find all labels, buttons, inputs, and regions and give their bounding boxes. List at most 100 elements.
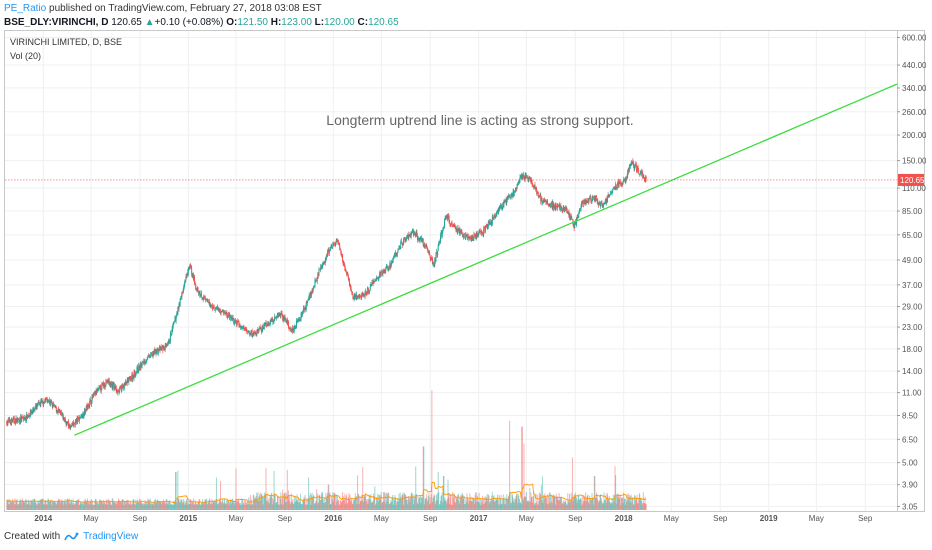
volume-bar — [248, 499, 250, 510]
candle-body — [581, 202, 583, 203]
candle-body — [44, 400, 46, 402]
candle-body — [346, 272, 348, 275]
volume-bar — [226, 500, 228, 510]
candle-body — [262, 325, 264, 332]
candle-body — [200, 292, 202, 298]
candle-body — [366, 288, 368, 294]
price-chart[interactable]: 3.053.905.006.508.5011.0014.0018.0023.00… — [4, 30, 926, 526]
volume-bar — [282, 489, 284, 510]
volume-bar — [539, 494, 541, 510]
volume-bar — [613, 501, 615, 510]
volume-bar — [150, 502, 152, 510]
volume-bar — [21, 498, 23, 510]
candle-body — [430, 258, 432, 259]
candle-body — [369, 286, 371, 291]
candle-body — [29, 409, 31, 417]
volume-bar — [336, 501, 338, 510]
candle-body — [117, 389, 119, 393]
volume-bar — [87, 502, 89, 510]
candle-body — [218, 309, 220, 311]
candle-body — [66, 421, 68, 423]
candle-body — [112, 384, 114, 386]
candle-body — [527, 177, 529, 181]
author-link[interactable]: PE_Ratio — [4, 3, 47, 14]
volume-bar — [9, 500, 11, 510]
candle-body — [122, 384, 124, 386]
candle-body — [257, 329, 259, 332]
time-axis: 2014 May Sep 2015 May Sep 2016 May Sep 2017 May Sep… — [34, 514, 872, 523]
volume-bar — [454, 501, 456, 510]
volume-bar — [107, 498, 109, 510]
candle-body — [612, 187, 614, 190]
candle-body — [362, 295, 364, 297]
volume-bar — [270, 496, 272, 510]
volume-bar — [321, 492, 323, 510]
volume-bar — [172, 504, 174, 510]
candle-body — [119, 387, 121, 392]
candle-body — [449, 223, 451, 225]
volume-bar — [245, 502, 247, 510]
candle-body — [256, 330, 258, 334]
candle-body — [624, 178, 626, 179]
volume-bar — [166, 503, 168, 510]
candle-body — [514, 191, 516, 193]
volume-bar — [174, 501, 176, 510]
candle-body — [313, 286, 315, 287]
candle-body — [605, 198, 607, 203]
candle-body — [242, 326, 244, 329]
candle-body — [34, 407, 36, 411]
candle-body — [382, 272, 384, 274]
volume-bar — [398, 493, 400, 510]
candle-body — [282, 316, 284, 320]
volume-bar — [444, 499, 446, 510]
candle-body — [628, 164, 630, 170]
candle-body — [233, 321, 235, 324]
volume-bar — [180, 499, 182, 510]
candle-body — [444, 219, 446, 228]
candle-body — [589, 197, 591, 200]
volume-bar — [350, 501, 352, 510]
candle-body — [296, 320, 298, 328]
volume-bar — [44, 500, 46, 510]
candle-body — [99, 385, 101, 388]
candle-body — [472, 237, 474, 240]
candle-body — [549, 204, 551, 207]
volume-bar — [10, 502, 12, 510]
candle-body — [410, 233, 412, 238]
candle-body — [502, 204, 504, 208]
volume-bar — [297, 502, 299, 510]
time-tick-label: May — [809, 514, 824, 523]
candle-body — [135, 372, 137, 373]
tradingview-link[interactable]: TradingView — [64, 531, 138, 542]
candle-body — [159, 347, 161, 351]
volume-bar — [337, 500, 339, 510]
volume-bar — [550, 493, 552, 510]
volume-bar — [33, 498, 35, 510]
candle-body — [61, 412, 63, 415]
volume-bar — [454, 502, 456, 510]
volume-bar — [73, 504, 75, 510]
candle-body — [573, 224, 575, 226]
candle-body — [619, 182, 621, 184]
symbol-label[interactable]: BSE_DLY:VIRINCHI, D — [4, 17, 109, 28]
candle-body — [271, 318, 273, 321]
candle-body — [160, 346, 162, 349]
volume-bar — [223, 502, 225, 510]
volume-bar — [53, 500, 55, 510]
volume-bar — [456, 499, 458, 510]
candle-body — [308, 295, 310, 299]
volume-bar — [11, 502, 13, 510]
candle-body — [103, 383, 105, 387]
price-tick-label: 23.00 — [902, 323, 923, 332]
candle-body — [100, 389, 102, 391]
volume-bar — [576, 502, 578, 510]
volume-bar — [443, 476, 445, 510]
volume-bar — [99, 499, 101, 510]
candle-body — [373, 281, 375, 284]
candle-body — [441, 232, 443, 237]
candle-body — [589, 196, 591, 198]
candle-body — [202, 297, 204, 300]
trend-line[interactable] — [74, 83, 898, 436]
candle-body — [425, 244, 427, 246]
candle-body — [6, 422, 8, 425]
